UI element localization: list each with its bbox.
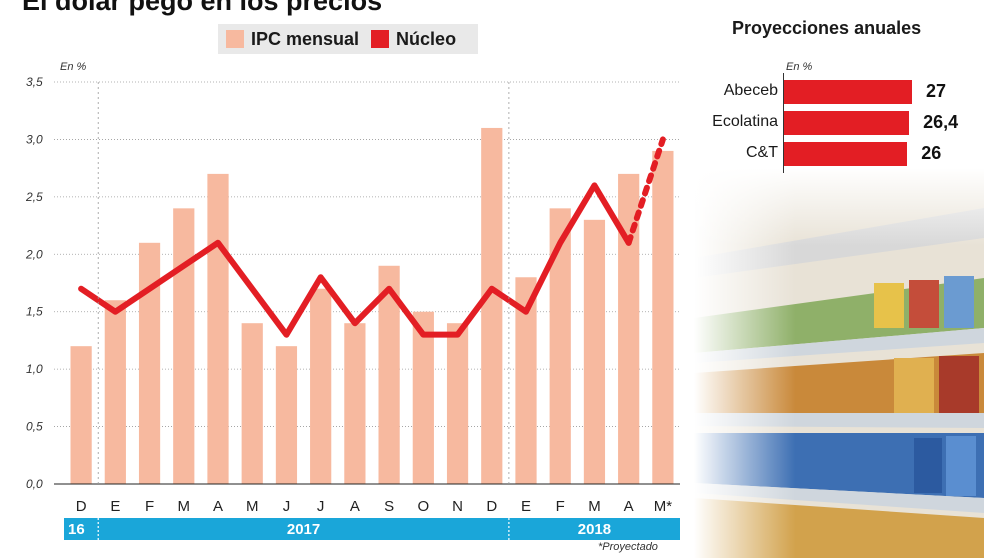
projections-title: Proyecciones anuales <box>732 18 922 38</box>
ipc-bar <box>549 208 571 485</box>
ipc-bar <box>446 323 469 484</box>
projection-value: 27 <box>926 81 947 101</box>
legend-label-ipc: IPC mensual <box>251 28 360 49</box>
x-tick-label: F <box>145 498 154 515</box>
ipc-bar <box>241 323 263 484</box>
projection-row: Abeceb 27 <box>600 79 946 105</box>
ipc-bar <box>618 173 640 484</box>
year-label: 2018 <box>578 521 611 538</box>
x-tick-label: A <box>350 498 360 515</box>
projection-bar <box>784 111 910 135</box>
x-tick-label: N <box>452 498 463 515</box>
nucleo-line <box>78 182 632 338</box>
ipc-bar <box>481 127 503 484</box>
year-band <box>64 518 680 540</box>
x-tick-label: D <box>486 498 497 515</box>
projection-row: Ecolatina 26,4 <box>600 110 958 136</box>
supermarket-shelves-photo <box>694 168 984 558</box>
projection-row: C&T 26 <box>600 141 941 167</box>
ipc-bar <box>412 311 434 484</box>
projection-label: Ecolatina <box>712 113 778 130</box>
y-tick-label: 1,0 <box>26 362 43 376</box>
projection-value: 26,4 <box>923 112 959 132</box>
year-label: 2017 <box>287 521 320 538</box>
ipc-bar <box>310 288 332 484</box>
x-tick-label: J <box>283 498 291 515</box>
ipc-bar <box>70 346 92 484</box>
ipc-bar <box>344 323 366 484</box>
y-tick-label: 3,5 <box>26 75 43 89</box>
projections-unit: En % <box>786 61 813 73</box>
nucleo-projected-line <box>625 136 666 246</box>
x-tick-label: E <box>521 498 531 515</box>
y-tick-label: 1,5 <box>26 305 43 319</box>
projection-label: Abeceb <box>723 82 778 99</box>
x-tick-label: O <box>417 498 429 515</box>
x-tick-label: E <box>110 498 120 515</box>
x-tick-label: M <box>178 498 191 515</box>
x-tick-label: A <box>624 498 634 515</box>
y-tick-label: 0,0 <box>26 477 43 491</box>
projections-axis <box>783 73 784 173</box>
ipc-bar <box>583 219 606 485</box>
legend-item-ipc: IPC mensual <box>226 29 359 50</box>
ipc-bar <box>652 150 674 484</box>
ipc-bar <box>515 277 537 484</box>
y-tick-label: 2,5 <box>25 190 43 204</box>
ipc-bar <box>378 265 400 484</box>
y-tick-label: 3,0 <box>26 132 43 146</box>
legend-item-nucleo: Núcleo <box>371 29 456 50</box>
legend-label-nucleo: Núcleo <box>396 28 457 49</box>
headline: El dólar pegó en los precios <box>22 0 383 16</box>
x-tick-label: D <box>76 498 87 515</box>
ipc-bar <box>138 242 161 484</box>
x-tick-label: F <box>556 498 565 515</box>
projected-note: *Proyectado <box>598 541 658 553</box>
x-tick-label: M* <box>654 498 672 515</box>
ipc-bar <box>104 300 126 484</box>
legend-swatch-ipc <box>226 30 244 48</box>
projection-bar <box>784 142 908 166</box>
year-label: 16 <box>68 521 85 538</box>
legend-swatch-nucleo <box>371 30 390 48</box>
x-tick-label: M <box>588 498 601 515</box>
ipc-bar <box>275 346 298 484</box>
y-tick-label: 2,0 <box>25 247 43 261</box>
projection-value: 26 <box>921 143 942 163</box>
ipc-bar <box>173 208 195 485</box>
monthly-inflation-chart: 0,0 0,5 1,0 1,5 2,0 2,5 3,0 3,5 D E F M A M J J A S O N D E F M… <box>25 75 680 540</box>
x-tick-label: J <box>317 498 325 515</box>
x-tick-label: M <box>246 498 259 515</box>
y-axis-unit: En % <box>60 61 87 73</box>
projection-label: C&T <box>746 144 778 161</box>
projection-bar <box>784 80 912 104</box>
x-tick-label: A <box>213 498 223 515</box>
chart-legend: IPC mensual Núcleo <box>218 24 478 54</box>
y-tick-label: 0,5 <box>26 420 43 434</box>
ipc-bar <box>207 173 229 484</box>
x-tick-label: S <box>384 498 394 515</box>
